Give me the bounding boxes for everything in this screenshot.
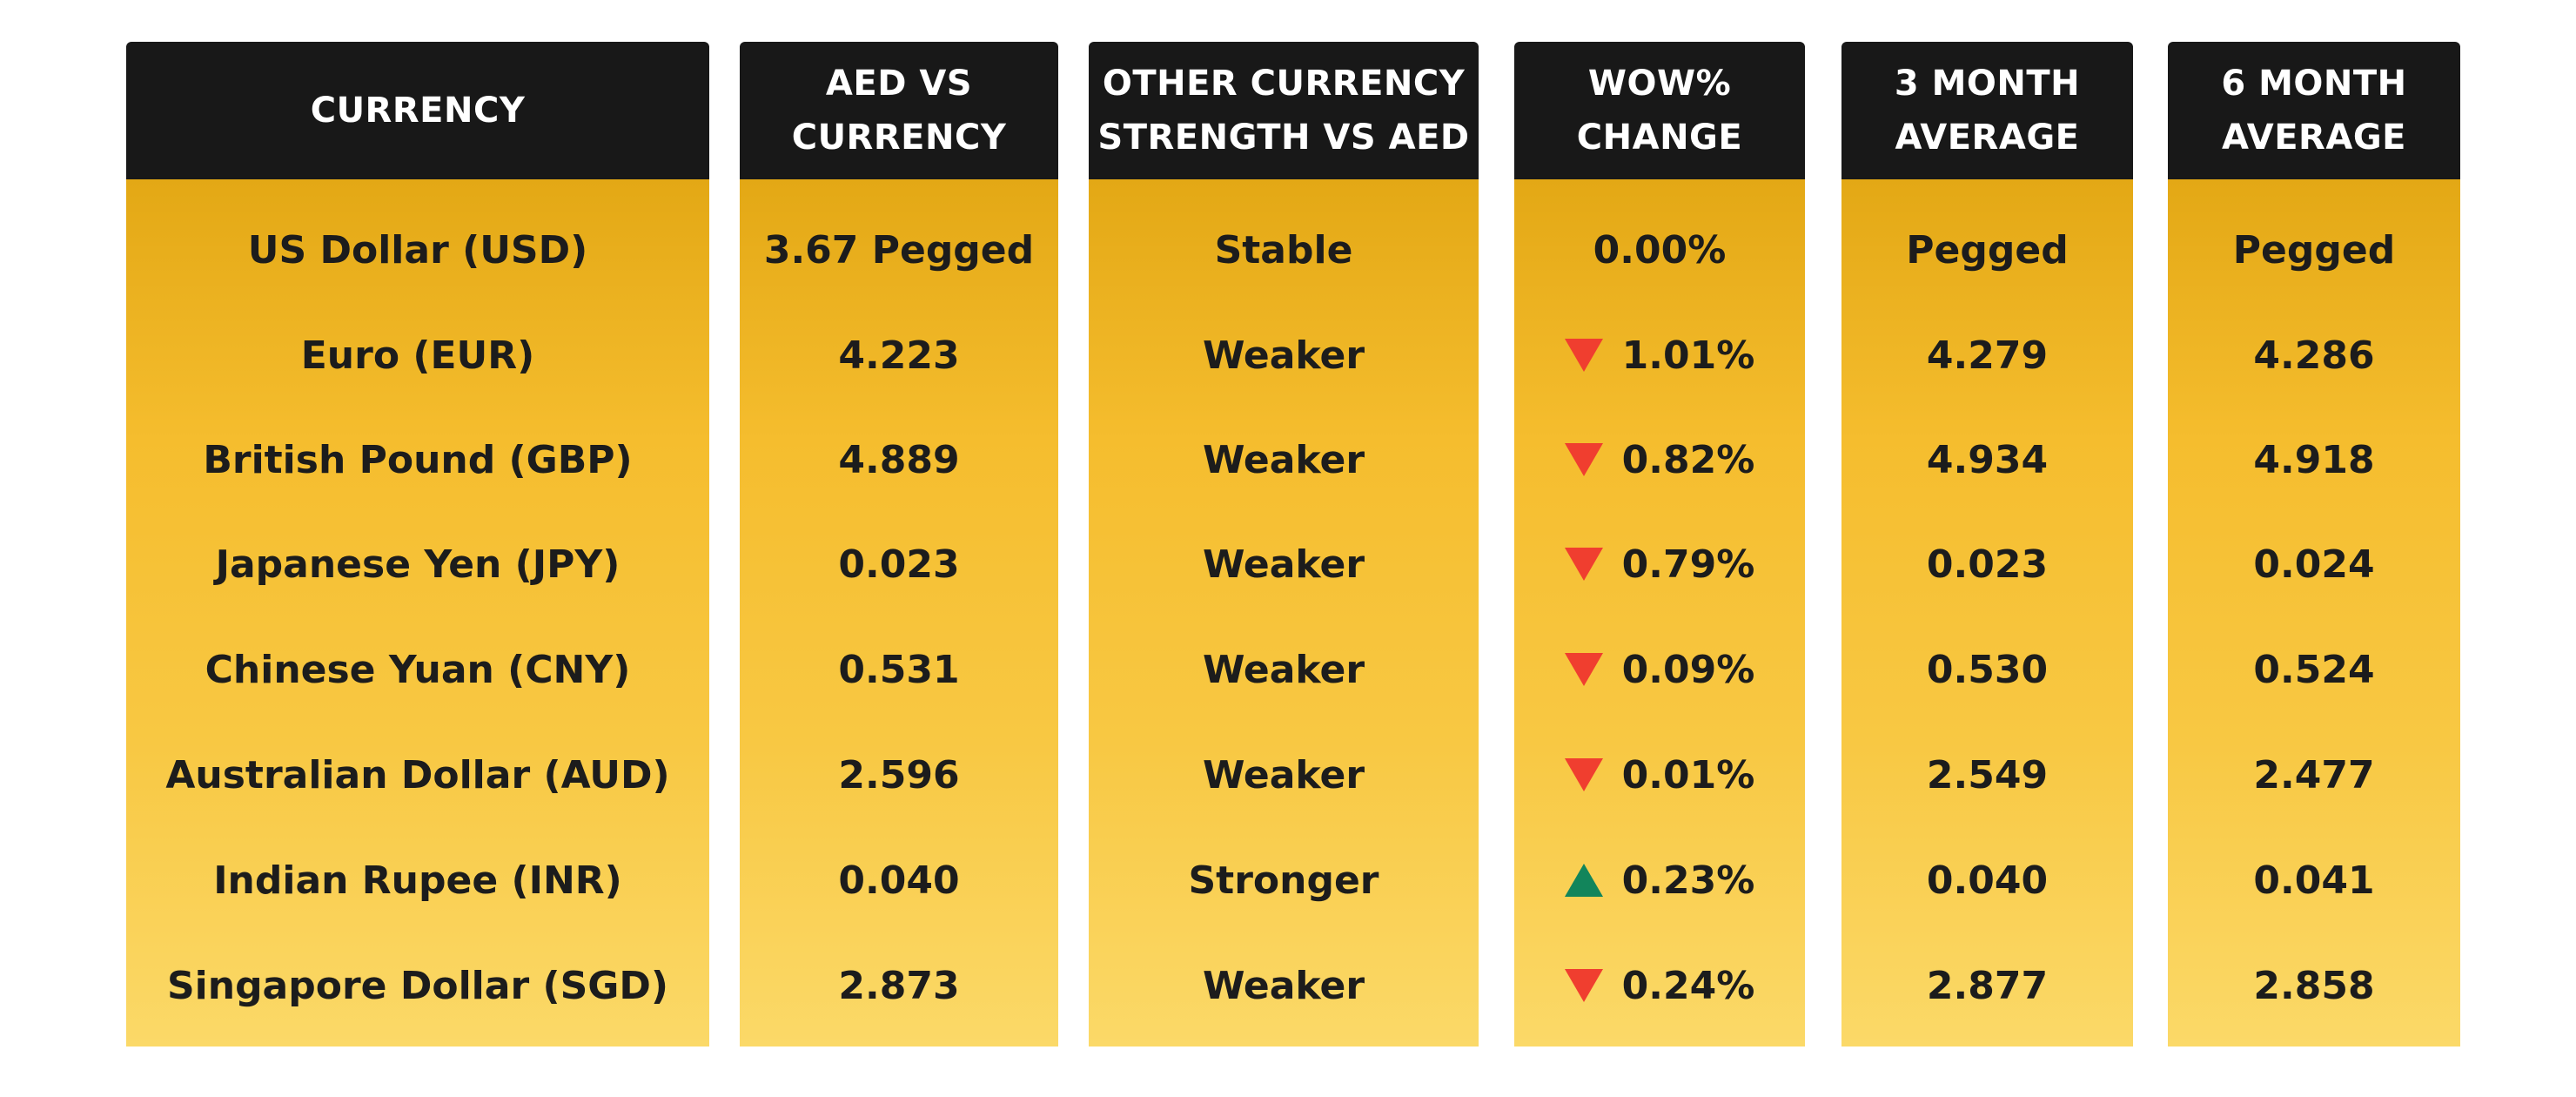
six-month-average-cell: 2.858	[2253, 963, 2375, 1008]
strength-cell: Stronger	[1188, 858, 1379, 903]
aed-vs-currency-column-body: 3.67 Pegged 4.223 4.889 0.023 0.531 2.596 0.04…	[740, 179, 1058, 1047]
six-month-average-cell: 4.918	[2253, 437, 2375, 482]
currency-header: CURRENCY	[126, 42, 709, 179]
wow-change-value: 0.01%	[1621, 752, 1755, 798]
strength-cell: Weaker	[1202, 963, 1365, 1008]
wow-change-column: WOW% CHANGE 0.00% 1.01% 0.82% 0.79% 0.09% 0.0…	[1514, 42, 1805, 1047]
three-month-average-cell: 0.023	[1926, 542, 2049, 587]
aed-vs-currency-cell: 2.873	[838, 963, 960, 1008]
wow-change-value: 1.01%	[1621, 333, 1755, 378]
strength-header: OTHER CURRENCY STRENGTH VS AED	[1089, 42, 1479, 179]
wow-change-column-body: 0.00% 1.01% 0.82% 0.79% 0.09% 0.01% 0.23% 0.24%	[1514, 179, 1805, 1047]
three-month-average-column-body: Pegged 4.279 4.934 0.023 0.530 2.549 0.040 2.87…	[1841, 179, 2133, 1047]
triangle-down-icon	[1564, 653, 1603, 686]
aed-vs-currency-cell: 0.040	[838, 858, 960, 903]
currency-cell: Euro (EUR)	[300, 333, 535, 378]
six-month-average-cell: Pegged	[2232, 227, 2396, 273]
aed-vs-currency-cell: 0.023	[838, 542, 960, 587]
strength-column-body: Stable Weaker Weaker Weaker Weaker Weaker Stro…	[1089, 179, 1479, 1047]
strength-cell: Weaker	[1202, 542, 1365, 587]
three-month-average-cell: 0.040	[1926, 858, 2049, 903]
currency-cell: Singapore Dollar (SGD)	[166, 963, 669, 1008]
six-month-average-cell: 0.524	[2253, 647, 2375, 692]
three-month-average-column: 3 MONTH AVERAGE Pegged 4.279 4.934 0.023 0.5…	[1841, 42, 2133, 1047]
strength-cell: Weaker	[1202, 437, 1365, 482]
triangle-down-icon	[1564, 443, 1603, 476]
three-month-average-cell: 2.877	[1926, 963, 2049, 1008]
wow-change-cell: 0.23%	[1514, 850, 1805, 911]
wow-change-cell: 0.01%	[1514, 744, 1805, 805]
wow-change-cell: 0.79%	[1514, 534, 1805, 595]
three-month-average-cell: 2.549	[1926, 752, 2049, 798]
wow-change-value: 0.00%	[1593, 227, 1727, 273]
aed-vs-currency-cell: 3.67 Pegged	[763, 227, 1035, 273]
six-month-average-column-body: Pegged 4.286 4.918 0.024 0.524 2.477 0.041 2.85…	[2168, 179, 2460, 1047]
aed-vs-currency-column: AED VS CURRENCY 3.67 Pegged 4.223 4.889 0.0…	[740, 42, 1058, 1047]
currency-cell: British Pound (GBP)	[203, 437, 633, 482]
six-month-average-cell: 0.041	[2253, 858, 2375, 903]
currency-cell: Japanese Yen (JPY)	[215, 542, 621, 587]
currency-cell: US Dollar (USD)	[247, 227, 588, 273]
wow-change-value: 0.24%	[1621, 963, 1755, 1008]
wow-change-cell: 0.82%	[1514, 429, 1805, 490]
wow-change-header: WOW% CHANGE	[1514, 42, 1805, 179]
strength-cell: Stable	[1214, 227, 1353, 273]
triangle-down-icon	[1564, 969, 1603, 1002]
triangle-down-icon	[1564, 758, 1603, 791]
currency-cell: Chinese Yuan (CNY)	[205, 647, 631, 692]
strength-cell: Weaker	[1202, 752, 1365, 798]
wow-change-cell: 0.09%	[1514, 639, 1805, 700]
aed-vs-currency-cell: 0.531	[838, 647, 960, 692]
strength-cell: Weaker	[1202, 647, 1365, 692]
wow-change-cell: 0.00%	[1514, 219, 1805, 280]
three-month-average-header: 3 MONTH AVERAGE	[1841, 42, 2133, 179]
wow-change-value: 0.82%	[1621, 437, 1755, 482]
three-month-average-cell: 0.530	[1926, 647, 2049, 692]
aed-vs-currency-cell: 2.596	[838, 752, 960, 798]
six-month-average-cell: 2.477	[2253, 752, 2375, 798]
currency-column: CURRENCY US Dollar (USD) Euro (EUR) Britis…	[126, 42, 709, 1047]
aed-vs-currency-header: AED VS CURRENCY	[740, 42, 1058, 179]
triangle-up-icon	[1564, 864, 1603, 897]
six-month-average-header: 6 MONTH AVERAGE	[2168, 42, 2460, 179]
three-month-average-cell: 4.934	[1926, 437, 2049, 482]
six-month-average-cell: 0.024	[2253, 542, 2375, 587]
six-month-average-cell: 4.286	[2253, 333, 2375, 378]
wow-change-value: 0.09%	[1621, 647, 1755, 692]
wow-change-value: 0.23%	[1621, 858, 1755, 903]
six-month-average-column: 6 MONTH AVERAGE Pegged 4.286 4.918 0.024 0.5…	[2168, 42, 2460, 1047]
currency-cell: Indian Rupee (INR)	[213, 858, 622, 903]
three-month-average-cell: 4.279	[1926, 333, 2049, 378]
wow-change-cell: 0.24%	[1514, 955, 1805, 1016]
aed-vs-currency-cell: 4.223	[838, 333, 960, 378]
triangle-down-icon	[1564, 339, 1603, 372]
strength-cell: Weaker	[1202, 333, 1365, 378]
triangle-down-icon	[1564, 548, 1603, 581]
three-month-average-cell: Pegged	[1906, 227, 2069, 273]
currency-column-body: US Dollar (USD) Euro (EUR) British Pound (…	[126, 179, 709, 1047]
aed-vs-currency-cell: 4.889	[838, 437, 960, 482]
wow-change-value: 0.79%	[1621, 542, 1755, 587]
strength-column: OTHER CURRENCY STRENGTH VS AED Stable Wea…	[1089, 42, 1479, 1047]
currency-cell: Australian Dollar (AUD)	[165, 752, 670, 798]
wow-change-cell: 1.01%	[1514, 325, 1805, 386]
